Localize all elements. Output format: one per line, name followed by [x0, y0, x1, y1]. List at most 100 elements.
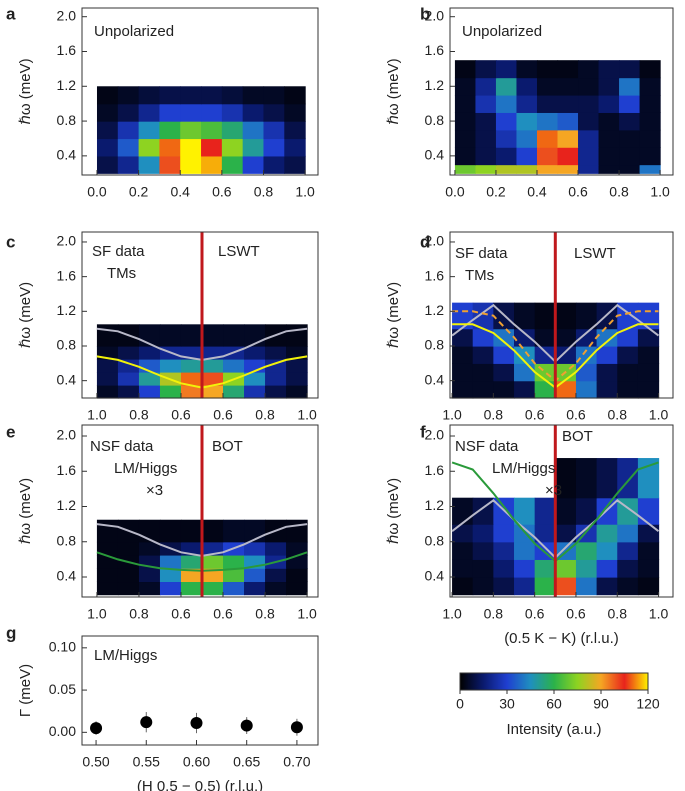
heatmap-cell [244, 581, 266, 596]
heatmap-cell [244, 345, 266, 360]
heatmap-cell [637, 345, 660, 364]
heatmap-cell [223, 384, 245, 399]
annotation: BOT [562, 428, 593, 445]
heatmap-cell [263, 121, 285, 140]
heatmap-cell [96, 155, 119, 174]
heatmap-cell [159, 519, 182, 543]
heatmap-cell [639, 112, 661, 131]
heatmap-cell [452, 345, 474, 364]
y-tick-label: 2.0 [425, 233, 445, 249]
x-tick-label: 0.6 [171, 606, 191, 622]
heatmap-cell [598, 77, 620, 96]
heatmap-cell [138, 384, 161, 399]
colorbar-tick-label: 120 [636, 696, 660, 712]
x-tick-label: 1.0 [297, 407, 317, 423]
heatmap-cell [637, 559, 660, 578]
heatmap-cell [242, 121, 265, 140]
heatmap-cell [495, 94, 518, 113]
heatmap-cell [138, 121, 161, 140]
heatmap-cell [242, 155, 265, 174]
heatmap-cell [557, 129, 579, 148]
colorbar-tick-label: 90 [593, 696, 609, 712]
heatmap-cell [475, 129, 497, 148]
heatmap-cell [475, 77, 497, 96]
heatmap-cell [286, 384, 308, 399]
heatmap-cell [472, 328, 494, 347]
panel-label: f [420, 422, 426, 441]
x-tick-label: 0.6 [213, 407, 233, 423]
heatmap-cell [180, 519, 203, 543]
heatmap-cell [619, 147, 641, 166]
x-tick-label: 1.0 [650, 184, 670, 200]
y-tick-label: 1.2 [57, 77, 77, 93]
heatmap-cell [536, 112, 559, 131]
heatmap-cell [117, 384, 140, 399]
y-tick-label: 1.6 [57, 42, 77, 58]
heatmap-cell [472, 541, 494, 560]
heatmap-cell [536, 94, 559, 113]
heatmap-cell [575, 302, 598, 330]
plot-frame [81, 231, 319, 399]
heatmap-cell [495, 147, 518, 166]
heatmap-cell [596, 345, 618, 364]
heatmap-cell [472, 345, 494, 364]
heatmap-cell [96, 345, 119, 360]
heatmap-cell [596, 328, 618, 347]
heatmap-cell [180, 568, 203, 583]
heatmap-cell [263, 155, 285, 174]
heatmap-cell [284, 103, 306, 122]
heatmap-cell [244, 371, 266, 386]
x-tick-label: 0.6 [568, 184, 588, 200]
heatmap-cell [180, 103, 202, 122]
heatmap-cell [117, 345, 140, 360]
heatmap-cell [536, 60, 559, 79]
heatmap-cell [475, 164, 497, 174]
heatmap-cell [159, 86, 181, 105]
heatmap-cell [265, 581, 287, 596]
heatmap-cell [180, 324, 203, 347]
x-axis-label: (H 0.5 − 0.5) (r.l.u.) [137, 778, 263, 791]
y-tick-label: 0.8 [57, 112, 77, 128]
heatmap-cell [201, 121, 223, 140]
heatmap-cell [578, 77, 600, 96]
x-tick-label: 1.0 [295, 184, 315, 200]
heatmap-cell [637, 576, 660, 596]
heatmap-cell [619, 112, 641, 131]
y-axis-label: ℏω (meV) [17, 282, 34, 348]
heatmap-cell [637, 363, 660, 382]
y-tick-label: 1.6 [57, 462, 77, 478]
y-tick-label: 1.6 [425, 462, 445, 478]
y-axis-label: ℏω (meV) [385, 282, 402, 348]
heatmap-cell [138, 86, 161, 105]
heatmap-cell [452, 380, 474, 399]
heatmap-cell [96, 519, 119, 543]
x-tick-label: 1.0 [87, 407, 107, 423]
heatmap-cell [617, 458, 639, 499]
y-tick-label: 0.05 [49, 681, 76, 697]
y-tick-label: 0.4 [425, 371, 445, 387]
heatmap-cell [493, 345, 515, 364]
y-tick-label: 1.6 [425, 267, 445, 283]
heatmap-cell [159, 554, 182, 569]
heatmap-cell [138, 138, 161, 157]
heatmap-cell [637, 302, 660, 330]
annotation: LSWT [218, 243, 260, 260]
heatmap-cell [286, 371, 308, 386]
heatmap-cell [223, 324, 245, 347]
heatmap-cell [472, 576, 494, 596]
heatmap-cell [138, 581, 161, 596]
heatmap-cell [452, 328, 474, 347]
colorbar [459, 672, 649, 691]
annotation: Unpolarized [94, 23, 174, 40]
heatmap-cell [534, 559, 556, 578]
heatmap-cell [286, 541, 308, 556]
y-tick-label: 2.0 [57, 233, 77, 249]
heatmap-cell [536, 164, 559, 174]
heatmap-cell [452, 524, 474, 543]
heatmap-cell [117, 121, 140, 140]
heatmap-cell [159, 324, 182, 347]
x-tick-label: 0.6 [566, 606, 586, 622]
y-tick-label: 2.0 [425, 7, 445, 23]
heatmap-cell [575, 328, 598, 347]
